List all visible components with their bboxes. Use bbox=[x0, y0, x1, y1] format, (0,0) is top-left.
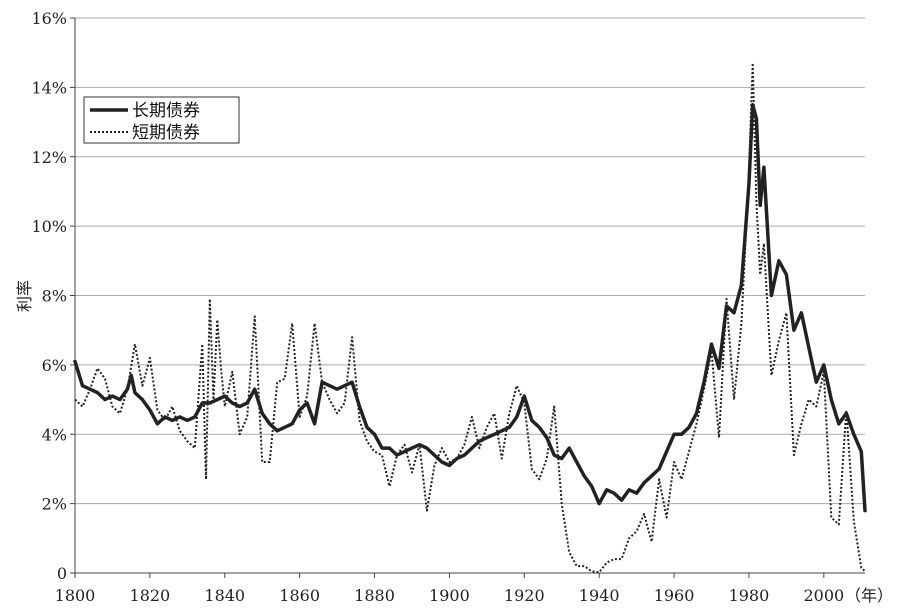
y-tick-label: 0 bbox=[57, 564, 67, 583]
y-tick-label: 10% bbox=[31, 217, 67, 236]
gridlines bbox=[75, 17, 865, 505]
x-tick-label: 1860 bbox=[279, 586, 320, 605]
x-tick-label: 1980 bbox=[729, 586, 770, 605]
y-axis-ticks: 0 2% 4% 6% 8% 10% 12% 14% 16% bbox=[31, 9, 75, 583]
x-tick-label: 1960 bbox=[654, 586, 695, 605]
legend-label-short-term: 短期债券 bbox=[132, 123, 200, 143]
legend: 长期债券 短期债券 bbox=[83, 96, 240, 144]
series-line-long-term bbox=[73, 102, 867, 513]
y-tick-label: 8% bbox=[42, 287, 67, 306]
x-tick-label: 1880 bbox=[354, 586, 395, 605]
x-axis-ticks: 1800 1820 1840 1860 1880 1900 1920 1940 1960 1980… bbox=[55, 573, 844, 605]
legend-box bbox=[83, 96, 240, 144]
x-tick-label: 1920 bbox=[504, 586, 545, 605]
x-tick-label: 1820 bbox=[130, 586, 171, 605]
y-tick-label: 4% bbox=[42, 425, 67, 444]
x-tick-label: 1800 bbox=[55, 586, 96, 605]
legend-label-long-term: 长期债券 bbox=[132, 101, 200, 121]
y-tick-label: 12% bbox=[31, 148, 67, 167]
x-tick-label: 2000 bbox=[803, 586, 844, 605]
y-tick-label: 6% bbox=[42, 356, 67, 375]
x-tick-label: 1940 bbox=[579, 586, 620, 605]
x-tick-label: 1840 bbox=[204, 586, 245, 605]
y-tick-label: 2% bbox=[42, 495, 67, 514]
series-lines bbox=[73, 62, 867, 574]
y-tick-label: 16% bbox=[31, 9, 67, 28]
y-tick-label: 14% bbox=[31, 78, 67, 97]
x-tick-label: 1900 bbox=[429, 586, 470, 605]
x-axis-title: （年） bbox=[845, 586, 893, 605]
y-axis-title: 利率 bbox=[15, 280, 34, 312]
